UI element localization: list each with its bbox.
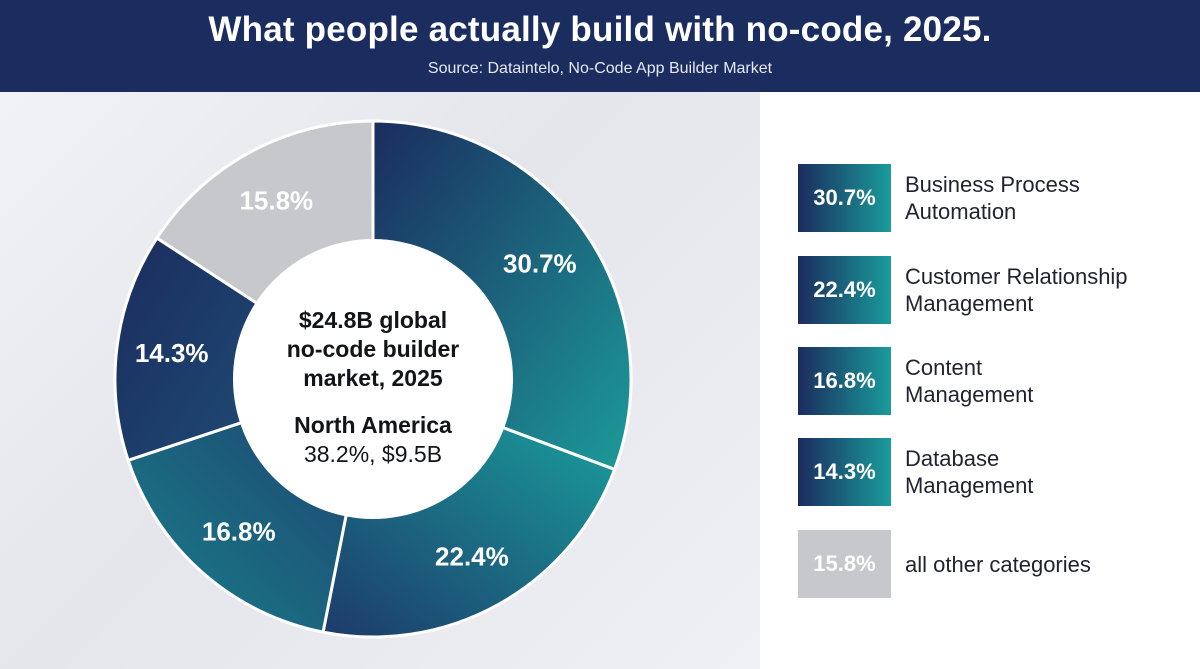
legend-item-business-process: 30.7% Business Process Automation	[798, 164, 1198, 232]
slice-label: 22.4%	[435, 541, 509, 571]
legend-item-other: 15.8% all other categories	[798, 530, 1198, 598]
chart-panel: 30.7% 22.4% 16.8% 14.3% 15.8% $24.8B global …	[0, 92, 760, 669]
legend-swatch: 22.4%	[798, 256, 891, 324]
center-line-1: $24.8B global	[299, 307, 447, 333]
donut-center	[233, 239, 513, 519]
donut-chart: 30.7% 22.4% 16.8% 14.3% 15.8% $24.8B global …	[113, 119, 633, 639]
legend-item-database: 14.3% Database Management	[798, 438, 1198, 506]
chart-title: What people actually build with no-code,…	[208, 10, 992, 49]
legend: 30.7% Business Process Automation 22.4% C…	[760, 92, 1200, 669]
legend-swatch: 16.8%	[798, 347, 891, 415]
legend-label: Database Management	[905, 446, 1034, 498]
center-region-value: 38.2%, $9.5B	[304, 441, 442, 467]
center-region: North America	[294, 412, 452, 438]
legend-item-content: 16.8% Content Management	[798, 347, 1198, 415]
legend-label: Content Management	[905, 355, 1034, 407]
slice-label: 15.8%	[239, 185, 313, 215]
legend-swatch: 15.8%	[798, 530, 891, 598]
chart-header: What people actually build with no-code,…	[0, 0, 1200, 92]
legend-label: Business Process Automation	[905, 172, 1080, 224]
slice-label: 16.8%	[202, 516, 276, 546]
slice-label: 30.7%	[503, 248, 577, 278]
chart-source: Source: Dataintelo, No-Code App Builder …	[427, 60, 773, 77]
legend-label: Customer Relationship Management	[905, 264, 1128, 316]
legend-item-crm: 22.4% Customer Relationship Management	[798, 256, 1198, 324]
center-line-3: market, 2025	[303, 365, 443, 391]
center-text: $24.8B global no-code builder market, 20…	[287, 307, 460, 467]
legend-label: all other categories	[905, 551, 1091, 577]
legend-swatch: 14.3%	[798, 438, 891, 506]
center-line-2: no-code builder	[287, 336, 460, 362]
slice-label: 14.3%	[135, 338, 209, 368]
legend-swatch: 30.7%	[798, 164, 891, 232]
